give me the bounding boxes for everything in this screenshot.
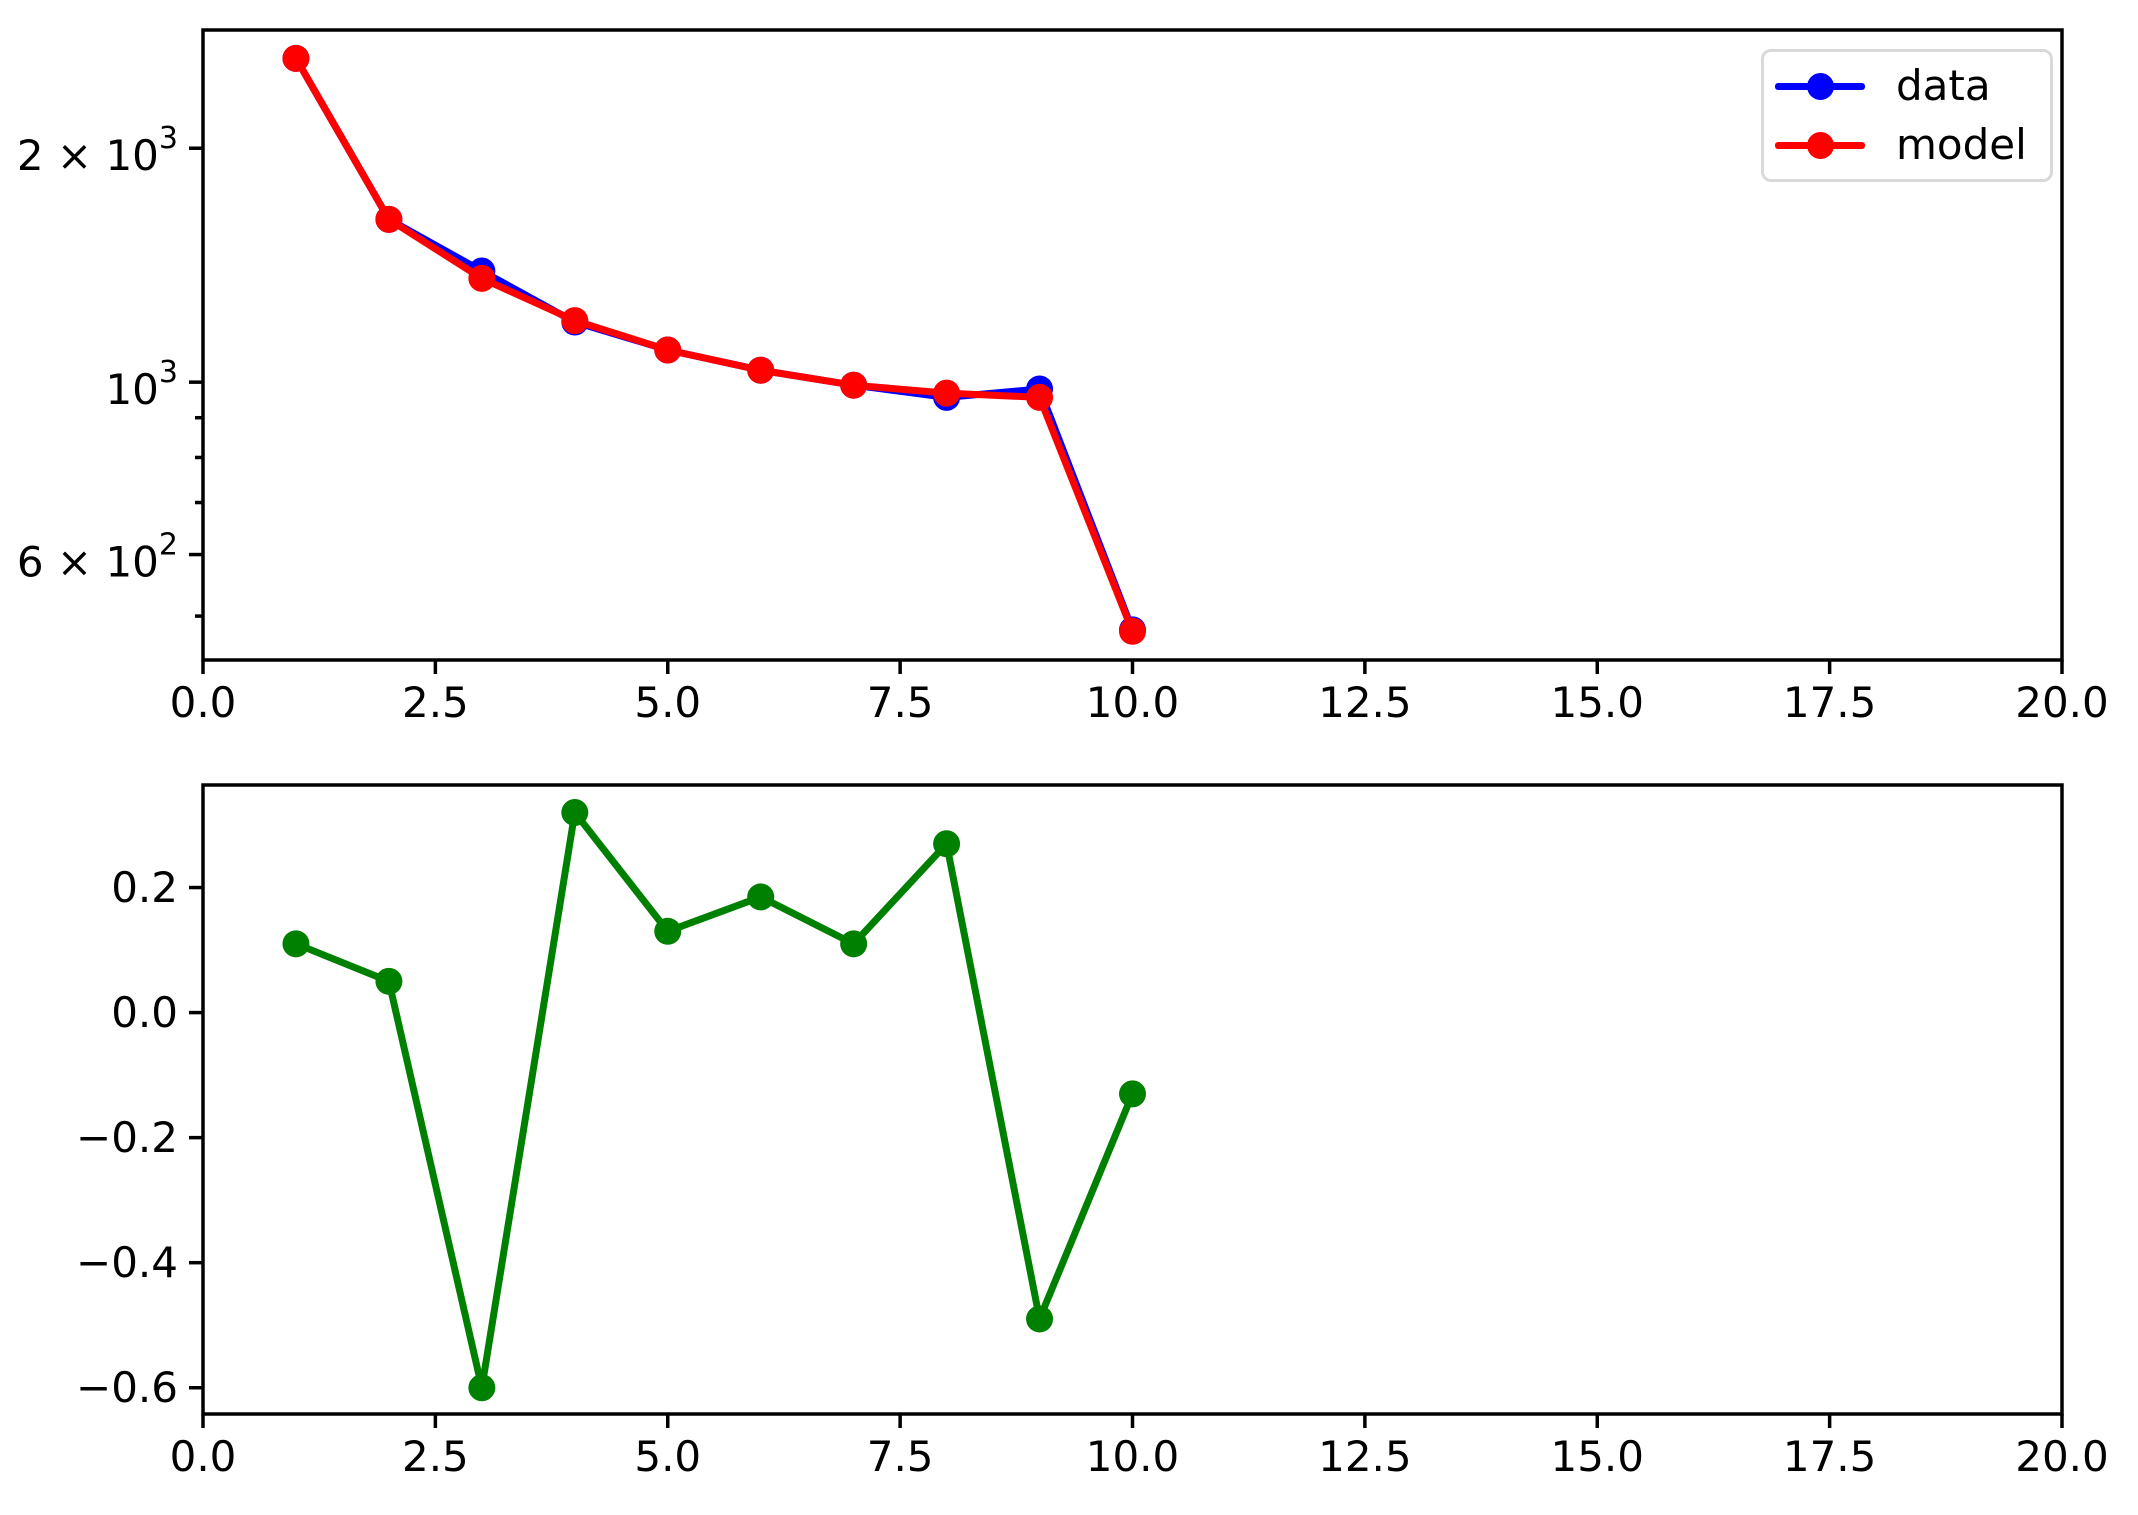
y-tick-label: −0.2 bbox=[76, 1113, 178, 1162]
y-tick-label: 103 bbox=[105, 355, 178, 414]
x-tick-label: 7.5 bbox=[867, 678, 934, 727]
x-tick-label: 15.0 bbox=[1550, 678, 1644, 727]
y-tick-label: −0.6 bbox=[76, 1363, 178, 1412]
model-line bbox=[292, 54, 1136, 635]
series-marker bbox=[654, 917, 682, 945]
model-marker bbox=[1026, 383, 1054, 411]
fit-comparison-plot-y-axis: 2 × 103 103 6 × 102 bbox=[17, 121, 203, 618]
series-marker bbox=[933, 830, 961, 858]
x-tick-label: 7.5 bbox=[867, 1432, 934, 1481]
x-tick-label: 20.0 bbox=[2015, 1432, 2109, 1481]
x-tick-label: 17.5 bbox=[1783, 1432, 1877, 1481]
y-tick-label: 0.0 bbox=[111, 988, 178, 1037]
model-marker bbox=[840, 371, 868, 399]
y-tick-label: 6 × 102 bbox=[17, 527, 178, 586]
residual-plot: 0.0 2.5 5.0 7.5 10.0 12.5 15.0 17.5 20.0 0.2 0.0 −0… bbox=[76, 783, 2109, 1481]
series-marker bbox=[561, 799, 589, 827]
residual-plot-y-axis: 0.2 0.0 −0.2 −0.4 −0.6 bbox=[76, 863, 203, 1412]
legend-item-model: model bbox=[1775, 124, 2050, 166]
model-marker bbox=[282, 44, 310, 72]
series-marker bbox=[375, 967, 403, 995]
fit-comparison-plot: 0.0 2.5 5.0 7.5 10.0 12.5 15.0 17.5 20.0 2 × 103 1… bbox=[17, 28, 2109, 727]
x-tick-label: 0.0 bbox=[170, 1432, 237, 1481]
fit-comparison-plot-x-axis: 0.0 2.5 5.0 7.5 10.0 12.5 15.0 17.5 20.0 bbox=[170, 660, 2109, 727]
legend: data model bbox=[1761, 49, 2053, 182]
model-marker bbox=[561, 307, 589, 335]
x-tick-label: 10.0 bbox=[1086, 1432, 1180, 1481]
x-tick-label: 0.0 bbox=[170, 678, 237, 727]
series-marker bbox=[468, 1374, 496, 1402]
series-marker bbox=[747, 883, 775, 911]
model-marker bbox=[747, 356, 775, 384]
legend-marker-icon bbox=[1806, 131, 1834, 159]
legend-label-data: data bbox=[1896, 61, 1991, 110]
x-tick-label: 5.0 bbox=[634, 1432, 701, 1481]
residual-plot-spines bbox=[201, 783, 2064, 1416]
legend-sample-data bbox=[1775, 65, 1865, 107]
x-tick-label: 5.0 bbox=[634, 678, 701, 727]
model-marker bbox=[933, 379, 961, 407]
x-tick-label: 20.0 bbox=[2015, 678, 2109, 727]
x-tick-label: 12.5 bbox=[1318, 1432, 1412, 1481]
x-tick-label: 10.0 bbox=[1086, 678, 1180, 727]
x-tick-label: 17.5 bbox=[1783, 678, 1877, 727]
x-tick-label: 12.5 bbox=[1318, 678, 1412, 727]
y-tick-label: 2 × 103 bbox=[17, 121, 178, 180]
model-marker bbox=[375, 205, 403, 233]
model-marker bbox=[468, 264, 496, 292]
series-marker bbox=[1119, 1080, 1146, 1108]
legend-sample-model bbox=[1775, 124, 1865, 166]
data-series bbox=[282, 44, 1146, 644]
x-tick-label: 2.5 bbox=[402, 678, 469, 727]
model-series bbox=[282, 44, 1146, 645]
model-marker bbox=[1119, 617, 1146, 645]
legend-label-model: model bbox=[1896, 120, 2027, 169]
legend-item-data: data bbox=[1775, 65, 2050, 107]
series-marker bbox=[840, 930, 868, 958]
series-series bbox=[282, 799, 1146, 1402]
series-marker bbox=[1026, 1305, 1054, 1333]
residual-plot-x-axis: 0.0 2.5 5.0 7.5 10.0 12.5 15.0 17.5 20.0 bbox=[170, 1414, 2109, 1481]
series-line bbox=[292, 809, 1136, 1392]
y-tick-label: 0.2 bbox=[111, 863, 178, 912]
legend-marker-icon bbox=[1806, 72, 1834, 100]
fit-comparison-plot-spines bbox=[201, 28, 2064, 662]
model-marker bbox=[654, 336, 682, 364]
x-tick-label: 2.5 bbox=[402, 1432, 469, 1481]
series-marker bbox=[282, 930, 310, 958]
x-tick-label: 15.0 bbox=[1550, 1432, 1644, 1481]
data-line bbox=[292, 54, 1136, 634]
y-tick-label: −0.4 bbox=[76, 1238, 178, 1287]
